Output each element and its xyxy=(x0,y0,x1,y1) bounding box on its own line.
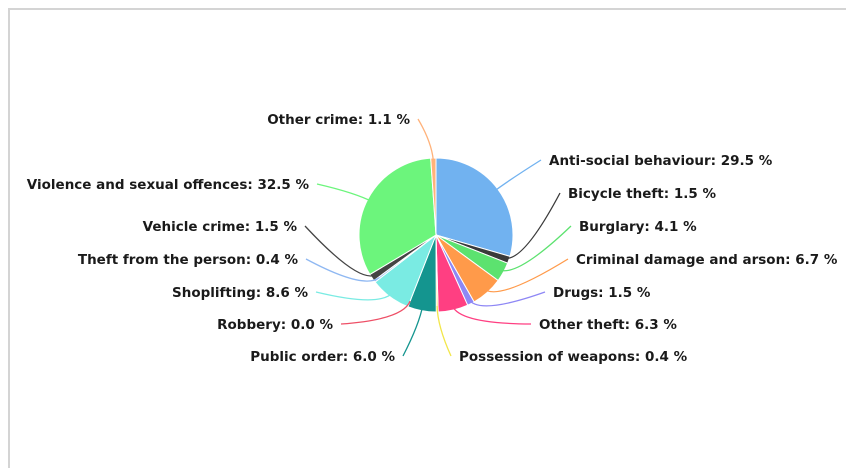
pie-chart: Anti-social behaviour: 29.5 % Bicycle th… xyxy=(27,112,838,365)
leader-violence-and-sexual-offences xyxy=(316,183,374,203)
label-possession-of-weapons: Possession of weapons: 0.4 % xyxy=(459,349,688,365)
leader-criminal-damage-and-arson xyxy=(482,258,569,293)
label-criminal-damage-and-arson: Criminal damage and arson: 6.7 % xyxy=(576,252,838,268)
leader-burglary xyxy=(497,225,572,272)
label-robbery: Robbery: 0.0 % xyxy=(217,317,333,333)
leader-bicycle-theft xyxy=(503,192,561,260)
label-violence-and-sexual-offences: Violence and sexual offences: 32.5 % xyxy=(27,177,310,193)
label-other-theft: Other theft: 6.3 % xyxy=(539,317,677,333)
leader-possession-of-weapons xyxy=(436,305,452,357)
label-bicycle-theft: Bicycle theft: 1.5 % xyxy=(568,186,716,202)
slice-labels: Anti-social behaviour: 29.5 % Bicycle th… xyxy=(27,112,838,365)
leader-public-order xyxy=(402,304,424,357)
label-drugs: Drugs: 1.5 % xyxy=(553,285,651,301)
label-burglary: Burglary: 4.1 % xyxy=(579,219,697,235)
pie-slices xyxy=(358,157,514,313)
leader-shoplifting xyxy=(315,291,394,301)
leader-anti-social-behaviour xyxy=(492,159,542,193)
leader-other-theft xyxy=(451,303,532,325)
label-other-crime: Other crime: 1.1 % xyxy=(267,112,410,128)
leader-lines xyxy=(304,118,572,357)
leader-robbery xyxy=(340,300,411,325)
leader-other-crime xyxy=(417,118,435,165)
label-theft-from-the-person: Theft from the person: 0.4 % xyxy=(78,252,299,268)
label-public-order: Public order: 6.0 % xyxy=(250,349,395,365)
leader-theft-from-the-person xyxy=(305,258,380,282)
label-shoplifting: Shoplifting: 8.6 % xyxy=(172,285,308,301)
chart-frame xyxy=(8,8,846,468)
leader-drugs xyxy=(467,291,546,307)
label-anti-social-behaviour: Anti-social behaviour: 29.5 % xyxy=(549,153,773,169)
leader-vehicle-crime xyxy=(304,225,378,277)
label-vehicle-crime: Vehicle crime: 1.5 % xyxy=(143,219,298,235)
